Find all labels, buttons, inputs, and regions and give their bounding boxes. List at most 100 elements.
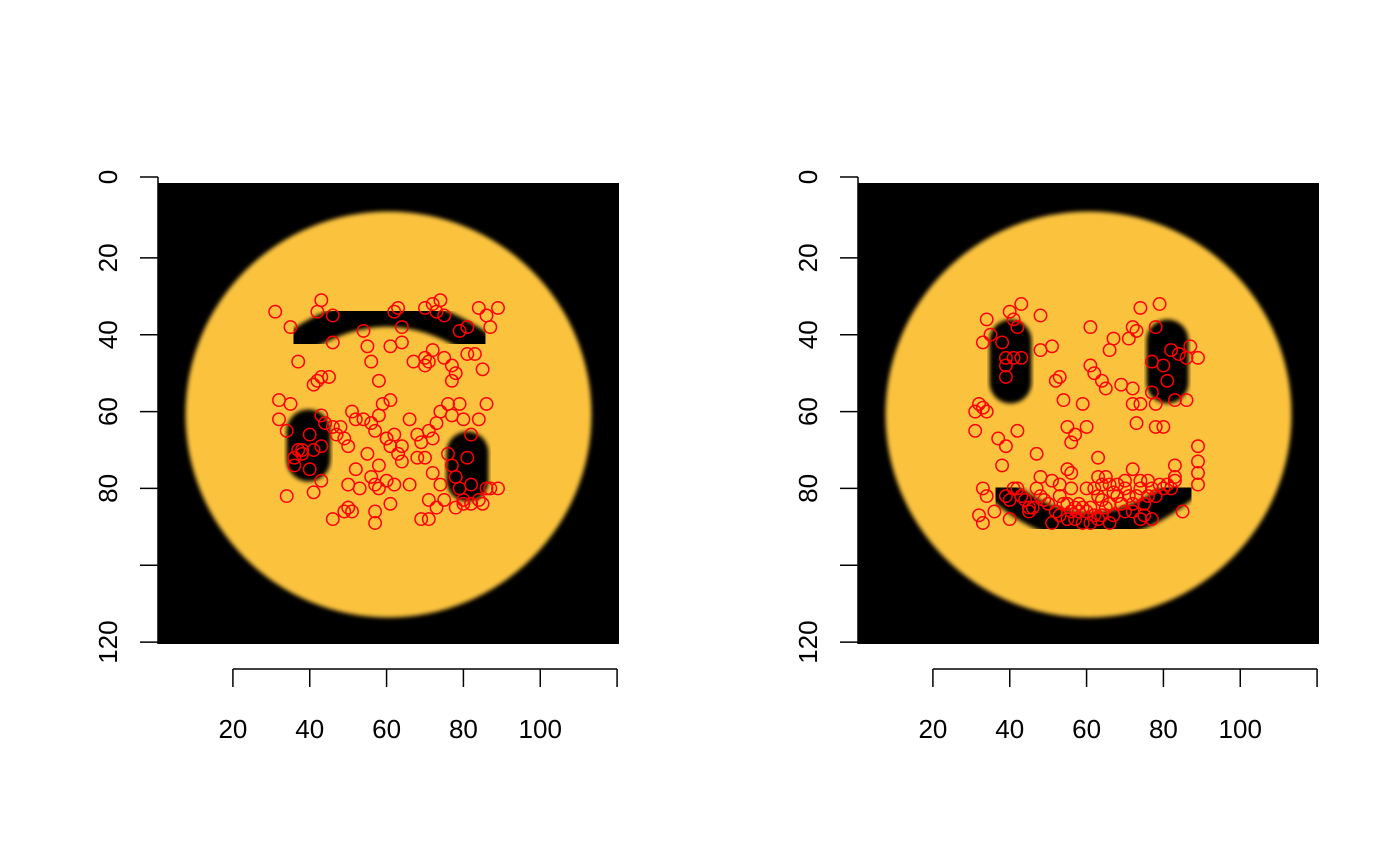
data-point bbox=[1045, 516, 1059, 530]
data-point bbox=[460, 347, 475, 361]
data-point bbox=[437, 492, 452, 507]
y-tick-label: 60 bbox=[793, 397, 823, 426]
data-point bbox=[1083, 358, 1098, 373]
x-tick-label: 80 bbox=[1149, 714, 1178, 744]
data-point bbox=[491, 481, 505, 496]
data-point bbox=[437, 308, 452, 323]
data-point bbox=[1064, 435, 1079, 450]
data-point bbox=[325, 308, 340, 323]
data-point bbox=[375, 396, 390, 411]
data-point bbox=[394, 335, 409, 350]
data-point bbox=[368, 516, 383, 530]
data-point bbox=[1033, 489, 1048, 504]
data-point bbox=[1087, 508, 1102, 523]
data-point bbox=[460, 320, 475, 335]
data-point bbox=[1191, 439, 1205, 454]
data-point bbox=[291, 354, 306, 369]
data-point bbox=[456, 492, 471, 507]
data-point bbox=[1041, 496, 1056, 511]
data-point bbox=[491, 300, 505, 315]
face-circle bbox=[885, 211, 1292, 618]
data-point bbox=[383, 496, 398, 511]
data-point bbox=[1156, 358, 1171, 373]
data-point bbox=[1148, 320, 1163, 335]
data-point bbox=[995, 458, 1010, 473]
data-point bbox=[1094, 492, 1109, 507]
data-point bbox=[1102, 516, 1117, 530]
data-point bbox=[1133, 481, 1148, 496]
data-point bbox=[1052, 489, 1067, 504]
data-point bbox=[425, 343, 440, 358]
data-point bbox=[1110, 477, 1125, 492]
x-tick-label: 80 bbox=[449, 714, 478, 744]
data-point bbox=[972, 508, 986, 523]
left-chart-panel: 20 40 60 80 100 0 20 40 60 80 120 bbox=[93, 170, 619, 744]
x-axis: 20 40 60 80 100 bbox=[218, 668, 618, 744]
data-point bbox=[356, 323, 371, 338]
data-point bbox=[1191, 350, 1205, 365]
data-point bbox=[421, 512, 436, 527]
data-point bbox=[279, 489, 294, 504]
data-point bbox=[1002, 304, 1017, 319]
data-point bbox=[1010, 320, 1025, 335]
data-point bbox=[425, 431, 440, 446]
data-point bbox=[1148, 419, 1163, 434]
data-point bbox=[471, 492, 486, 507]
data-point bbox=[998, 489, 1013, 504]
data-point bbox=[371, 458, 386, 473]
data-point bbox=[314, 370, 329, 384]
data-point bbox=[1125, 381, 1140, 396]
x-tick-label: 100 bbox=[519, 714, 562, 744]
data-point bbox=[1052, 370, 1067, 384]
data-point bbox=[1014, 297, 1029, 311]
data-point bbox=[1129, 416, 1144, 431]
data-point bbox=[1133, 473, 1148, 488]
right-eye bbox=[446, 431, 489, 502]
data-point bbox=[1060, 419, 1075, 434]
data-point bbox=[1125, 396, 1140, 411]
data-point bbox=[364, 416, 379, 431]
data-point bbox=[425, 297, 440, 311]
x-tick-label: 20 bbox=[918, 714, 947, 744]
data-point bbox=[1141, 489, 1155, 504]
data-point bbox=[368, 477, 383, 492]
data-point bbox=[371, 481, 386, 496]
data-point bbox=[998, 350, 1013, 365]
data-point bbox=[1156, 419, 1171, 434]
data-point bbox=[437, 350, 452, 365]
data-point bbox=[1010, 423, 1025, 438]
data-point bbox=[475, 362, 490, 377]
data-point bbox=[352, 481, 367, 496]
data-point bbox=[1079, 419, 1094, 434]
data-point bbox=[295, 446, 310, 461]
y-axis: 0 20 40 60 80 120 bbox=[93, 170, 159, 664]
data-point bbox=[998, 358, 1013, 373]
data-point bbox=[418, 450, 432, 465]
data-point bbox=[1052, 508, 1067, 523]
data-point bbox=[1144, 481, 1159, 496]
data-point bbox=[368, 423, 383, 438]
data-point bbox=[418, 358, 432, 373]
data-point bbox=[341, 439, 356, 454]
y-tick-label: 80 bbox=[93, 474, 123, 503]
data-point bbox=[483, 481, 498, 496]
data-point bbox=[456, 496, 471, 511]
data-point bbox=[1167, 473, 1182, 488]
data-point bbox=[295, 443, 310, 457]
data-point bbox=[975, 400, 990, 415]
data-point bbox=[387, 477, 402, 492]
data-point bbox=[1098, 469, 1113, 484]
data-point bbox=[1075, 500, 1090, 515]
data-point bbox=[402, 412, 417, 427]
data-point bbox=[479, 481, 494, 496]
x-tick-label: 100 bbox=[1219, 714, 1262, 744]
data-point bbox=[1033, 469, 1048, 484]
data-point bbox=[287, 450, 302, 465]
data-point bbox=[1167, 393, 1182, 408]
data-point bbox=[471, 412, 486, 427]
data-point bbox=[337, 504, 352, 519]
data-point bbox=[998, 439, 1013, 454]
data-point bbox=[1183, 339, 1198, 354]
data-point bbox=[1129, 323, 1144, 338]
